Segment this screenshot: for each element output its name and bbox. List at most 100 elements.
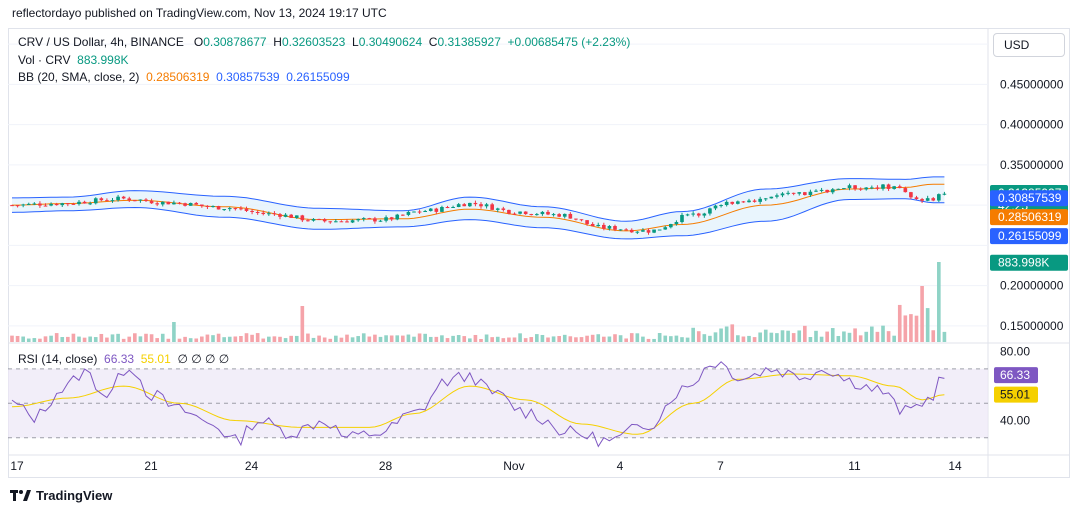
- volume-bar: [138, 336, 143, 342]
- volume-bar: [177, 338, 182, 342]
- volume-bar: [155, 338, 159, 342]
- volume-bar: [26, 338, 31, 342]
- candle-body: [724, 201, 729, 206]
- volume-bar: [21, 336, 25, 342]
- bb-label[interactable]: BB (20, SMA, close, 2): [18, 70, 140, 84]
- candle-body: [730, 201, 735, 204]
- candle-body: [741, 201, 746, 203]
- candle-body: [462, 204, 467, 207]
- time-axis-label: Nov: [503, 459, 524, 473]
- volume-bar: [317, 335, 321, 342]
- candle-body: [261, 212, 266, 215]
- volume-bar: [786, 330, 790, 342]
- candle-body: [49, 203, 53, 206]
- symbol-name[interactable]: CRV / US Dollar, 4h, BINANCE: [18, 35, 184, 49]
- tradingview-logo-icon: [10, 489, 32, 502]
- price-label-tag: [990, 190, 1068, 207]
- volume-bar: [691, 327, 695, 342]
- candle-body: [708, 208, 712, 214]
- volume-bar: [93, 337, 98, 342]
- published-line: reflectordayo published on TradingView.c…: [12, 6, 387, 20]
- volume-bar: [250, 334, 254, 342]
- volume-bar: [144, 333, 148, 342]
- volume-bar: [334, 335, 338, 342]
- volume-bar: [244, 333, 249, 342]
- candle-body: [613, 226, 617, 230]
- candle-body: [685, 214, 690, 216]
- volume-bar: [719, 328, 723, 342]
- candle-body: [339, 221, 344, 223]
- high-label: H: [273, 35, 282, 49]
- volume-bar: [624, 338, 628, 342]
- candle-body: [657, 229, 662, 231]
- time-axis-label: 24: [245, 459, 259, 473]
- volume-bar: [339, 337, 344, 342]
- bb-lower-line: [11, 198, 945, 240]
- candle-body: [518, 211, 522, 214]
- volume-bar: [149, 334, 154, 342]
- volume-bar: [356, 336, 360, 342]
- candle-body: [864, 187, 869, 190]
- candle-body: [239, 208, 243, 210]
- volume-bar: [680, 337, 684, 342]
- candle-body: [546, 211, 550, 215]
- volume-bar: [803, 325, 807, 342]
- candle-body: [155, 203, 159, 205]
- time-axis-label: 17: [10, 459, 24, 473]
- price-tick-label: 0.20000000: [1000, 279, 1064, 293]
- currency-button[interactable]: USD: [993, 33, 1065, 57]
- candle-body: [853, 185, 857, 189]
- candle-body: [842, 188, 846, 190]
- volume-bar: [60, 337, 65, 342]
- volume-bar: [490, 337, 494, 342]
- volume-bar: [462, 336, 467, 342]
- candle-body: [149, 200, 154, 204]
- volume-bar: [830, 328, 835, 342]
- volume-bar: [646, 338, 651, 342]
- volume-bar: [378, 336, 383, 342]
- candle-body: [763, 198, 768, 200]
- candle-body: [523, 211, 528, 215]
- volume-bar: [367, 336, 372, 342]
- candle-body: [144, 199, 148, 201]
- candle-body: [60, 203, 65, 206]
- time-axis-label: 7: [717, 459, 724, 473]
- volume-bar: [596, 334, 601, 342]
- volume-bar: [233, 336, 238, 342]
- volume-bar: [445, 338, 450, 342]
- volume-bar: [495, 336, 500, 342]
- rsi-label[interactable]: RSI (14, close): [18, 352, 98, 366]
- volume-bar: [71, 333, 76, 342]
- time-axis-label: 14: [948, 459, 962, 473]
- footer-brand[interactable]: TradingView: [10, 488, 112, 503]
- candle-body: [775, 195, 779, 197]
- candle-body: [736, 201, 740, 204]
- volume-bar: [43, 336, 48, 342]
- volume-bar: [423, 333, 427, 342]
- volume-bar: [535, 334, 539, 342]
- candle-body: [590, 223, 595, 227]
- volume-bar: [289, 335, 293, 342]
- bb-lower-value: 0.26155099: [286, 70, 350, 84]
- candle-body: [216, 206, 221, 210]
- candle-body: [322, 219, 327, 222]
- candle-body: [769, 196, 774, 199]
- volume-bar: [540, 334, 545, 342]
- candle-body: [395, 214, 400, 220]
- volume-label[interactable]: Vol · CRV: [18, 53, 71, 67]
- candle-body: [791, 192, 796, 194]
- volume-bar: [551, 336, 556, 342]
- volume-bar: [255, 333, 260, 342]
- candle-body: [909, 192, 913, 198]
- volume-bar: [183, 336, 187, 342]
- volume-bar: [267, 336, 271, 342]
- volume-bar: [702, 334, 707, 342]
- candle-body: [434, 208, 439, 212]
- volume-bar: [780, 330, 785, 342]
- volume-bar: [920, 286, 924, 342]
- volume-bar: [10, 335, 14, 342]
- candle-body: [942, 193, 947, 195]
- footer-brand-text: TradingView: [36, 488, 113, 503]
- candle-body: [373, 218, 377, 222]
